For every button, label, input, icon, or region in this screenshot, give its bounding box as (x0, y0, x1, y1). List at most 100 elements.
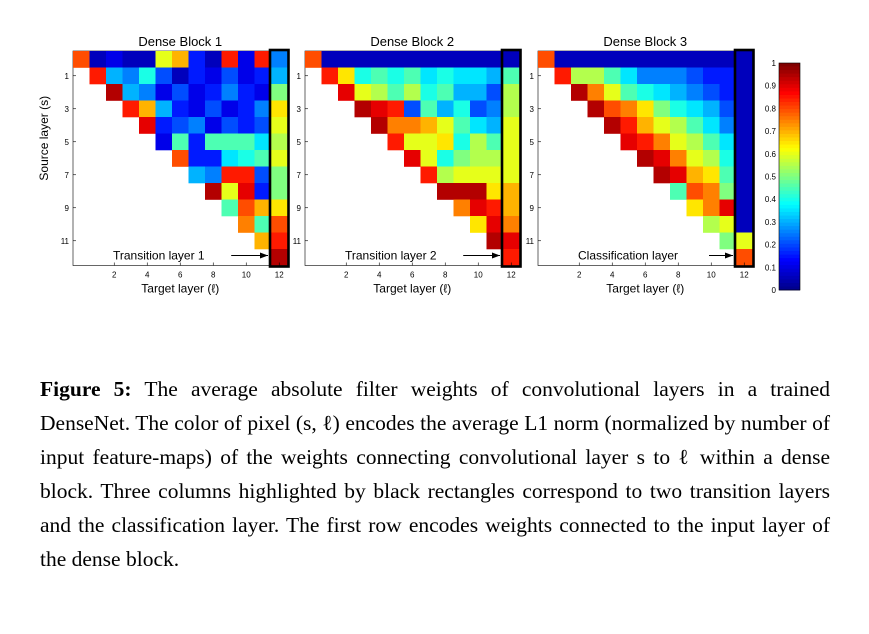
colorbar-segment (779, 148, 800, 153)
x-tick-label: 8 (443, 271, 448, 280)
heatmap-cell (271, 150, 288, 167)
x-axis-label: Target layer (ℓ) (373, 282, 451, 296)
heatmap-cell (470, 117, 487, 134)
heatmap-cell (719, 183, 737, 200)
heatmap-cell (503, 100, 520, 118)
heatmap-cell (503, 51, 520, 68)
colorbar-segment (779, 190, 800, 195)
heatmap-cell (453, 199, 471, 217)
heatmap-cell (719, 166, 737, 184)
heatmap-cell (155, 117, 173, 134)
heatmap-cell (453, 100, 471, 118)
heatmap-cell (221, 150, 239, 167)
heatmap-cell (404, 51, 421, 68)
heatmap-cell (89, 67, 107, 85)
heatmap-cell (420, 166, 438, 184)
heatmap-cell (238, 51, 255, 68)
heatmap-cell (653, 84, 671, 101)
colorbar-segment (779, 261, 800, 266)
heatmap-cell (387, 84, 405, 101)
heatmap-cell (404, 84, 421, 101)
heatmap-cell (620, 67, 638, 85)
heatmap-cell (538, 51, 555, 68)
x-tick-label: 2 (577, 271, 582, 280)
heatmap-cell (686, 67, 704, 85)
heatmap-cell (188, 67, 206, 85)
heatmap-cell (503, 117, 520, 134)
heatmap-cell (437, 183, 454, 200)
heatmap-cell (719, 117, 737, 134)
heatmap-cell (686, 150, 704, 167)
colorbar-tick-label: 0.7 (765, 127, 777, 136)
heatmap-cell (486, 117, 504, 134)
heatmap-cell (404, 117, 421, 134)
heatmap-cell (637, 150, 654, 167)
heatmap-cell (338, 84, 355, 101)
heatmap-cell (604, 84, 621, 101)
heatmap-cell (470, 51, 487, 68)
heatmap-cell (637, 51, 654, 68)
heatmap-cell (437, 100, 454, 118)
heatmap-cell (719, 150, 737, 167)
colorbar-segment (779, 279, 800, 284)
y-tick-label: 9 (530, 204, 535, 213)
colorbar-segment (779, 126, 800, 131)
heatmap-cell (719, 232, 737, 250)
heatmap-cell (271, 232, 288, 250)
heatmap-cell (653, 133, 671, 151)
heatmap-cell (703, 51, 720, 68)
colorbar-segment (779, 112, 800, 117)
heatmap-cell (486, 51, 504, 68)
colorbar-tick-label: 0.6 (765, 150, 777, 159)
colorbar-segment (779, 84, 800, 89)
heatmap-cell (486, 199, 504, 217)
heatmap-cell (686, 117, 704, 134)
colorbar-segment (779, 119, 800, 124)
colorbar-segment (779, 211, 800, 216)
heatmap-cell (453, 133, 471, 151)
heatmap-cell (719, 133, 737, 151)
heatmap-cell (686, 51, 704, 68)
heatmap-cell (503, 216, 520, 233)
colorbar-segment (779, 165, 800, 170)
heatmap-cell (221, 51, 239, 68)
y-tick-label: 7 (297, 171, 302, 180)
heatmap-cell (139, 117, 156, 134)
heatmap-cell (486, 183, 504, 200)
heatmap-cell (719, 100, 737, 118)
heatmap-cell (486, 216, 504, 233)
heatmap-cell (420, 51, 438, 68)
heatmap-cell (453, 67, 471, 85)
heatmap-cell (254, 117, 272, 134)
heatmap-cell (122, 84, 140, 101)
heatmap-cell (453, 183, 471, 200)
colorbar-segment (779, 286, 800, 291)
colorbar-segment (779, 254, 800, 259)
annotation-label: Transition layer 2 (345, 249, 437, 263)
heatmap-cell (205, 51, 222, 68)
colorbar-segment (779, 275, 800, 280)
heatmap-cell (604, 117, 621, 134)
colorbar-segment (779, 194, 800, 199)
x-tick-label: 12 (275, 271, 284, 280)
colorbar-tick-label: 0.9 (765, 82, 777, 91)
heatmap-panel-3: Dense Block 3 1 3 5 7 9 11 2 4 6 8 10 12 Target layer… (526, 34, 755, 296)
heatmap-cell (221, 133, 239, 151)
heatmap-cell (653, 150, 671, 167)
colorbar-segment (779, 187, 800, 192)
heatmap-cell (238, 166, 255, 184)
heatmap-cell (719, 199, 737, 217)
heatmap-cell (486, 166, 504, 184)
x-tick-label: 6 (410, 271, 415, 280)
x-tick-label: 10 (242, 271, 251, 280)
heatmap-cell (670, 67, 687, 85)
heatmap-panel-2: Dense Block 2 1 3 5 7 9 11 2 4 6 8 10 12 Target layer… (293, 34, 522, 296)
heatmap-cell (736, 133, 753, 151)
colorbar-segment (779, 197, 800, 202)
colorbar-segment (779, 201, 800, 206)
heatmap-cell (106, 84, 123, 101)
heatmap-cell (254, 183, 272, 200)
colorbar-segment (779, 169, 800, 174)
heatmap-cell (587, 84, 605, 101)
x-tick-label: 12 (507, 271, 516, 280)
